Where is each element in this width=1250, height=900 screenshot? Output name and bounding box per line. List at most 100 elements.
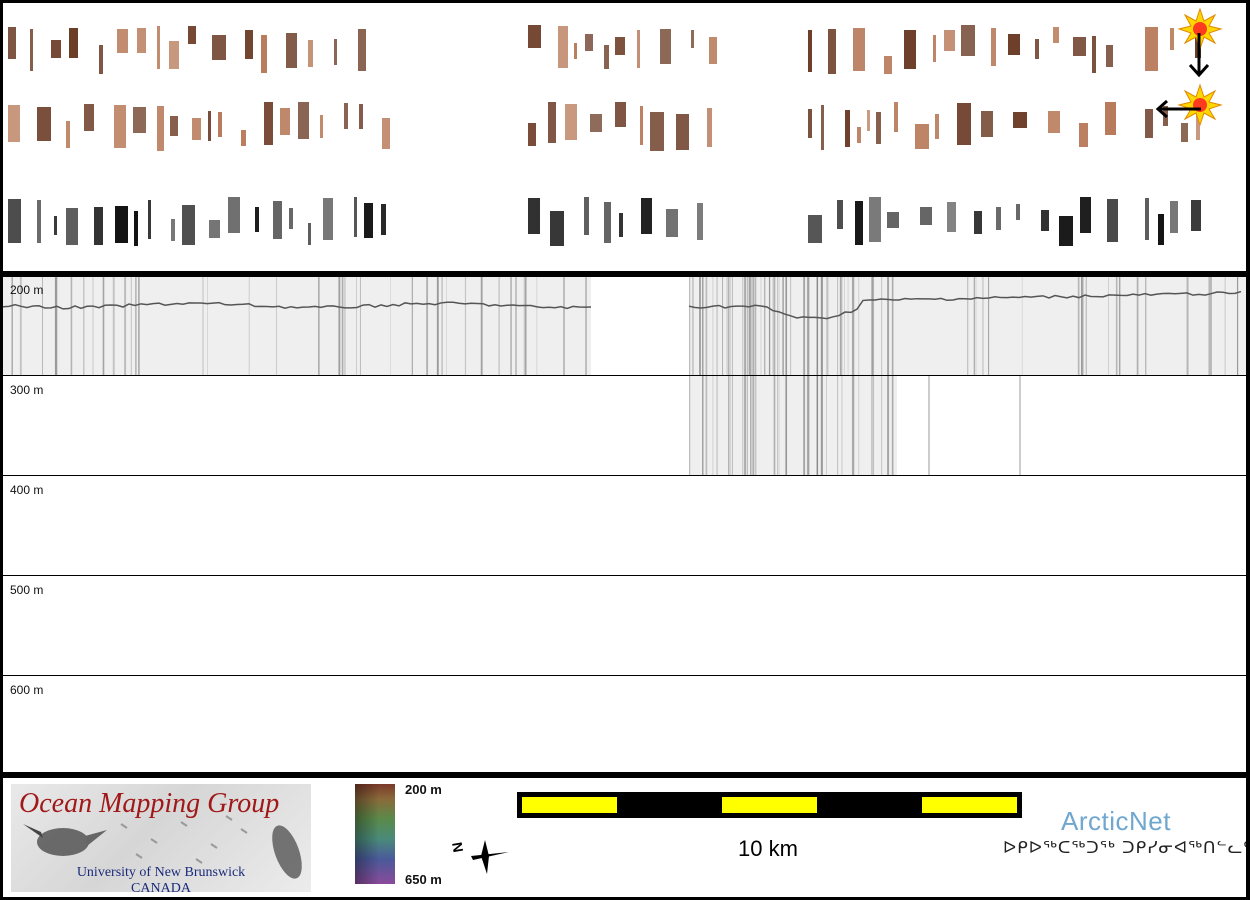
swath-strips-canvas [8, 25, 1201, 246]
arrow-left-icon [1155, 99, 1201, 119]
swath-strip [615, 102, 626, 127]
swath-strip [148, 200, 151, 239]
swath-strip [660, 29, 671, 64]
scale-bar [517, 792, 1022, 818]
swath-strip [904, 30, 916, 69]
depth-profile-panel: 200 m 300 m 400 m 500 m 600 m [3, 277, 1246, 772]
swath-strip [1145, 27, 1158, 71]
swath-strip [298, 102, 309, 139]
starburst-sun-icon [1177, 83, 1223, 127]
swath-strip [218, 112, 222, 137]
swath-strip [192, 118, 201, 140]
swath-strip [69, 28, 78, 58]
swath-strip [1105, 102, 1116, 135]
swath-strip [650, 112, 664, 151]
swath-strip [289, 208, 293, 229]
swath-strip [334, 39, 337, 65]
ocean-mapping-group-logo: Ocean Mapping Group University of New Br… [11, 784, 311, 892]
direction-markers [1155, 7, 1223, 127]
swath-strip [354, 197, 357, 237]
swath-strip [381, 204, 386, 235]
arcticnet-logo-text: ArcticNet [1061, 806, 1171, 836]
swath-strip [228, 197, 240, 233]
swath-strip [37, 107, 51, 141]
swath-strip [1170, 201, 1178, 233]
swath-strip [853, 28, 865, 71]
swath-strip [157, 106, 164, 151]
swath-strip [212, 35, 226, 60]
swath-strip [84, 104, 94, 131]
swath-strip [935, 114, 939, 139]
scale-segment [522, 797, 617, 813]
seafloor-line [3, 301, 592, 310]
swath-strip [117, 29, 128, 53]
swath-strips-panel [3, 3, 1246, 271]
swath-strip [867, 110, 870, 131]
swath-strip [157, 26, 160, 69]
swath-strip [604, 45, 609, 69]
swath-strip [323, 198, 333, 240]
swath-strip [666, 209, 678, 237]
swath-strip [1080, 197, 1091, 233]
swath-strip [691, 30, 694, 48]
swath-strip [1048, 111, 1060, 133]
swath-strip [615, 37, 625, 55]
swath-strip [364, 203, 373, 238]
swath-strip [957, 103, 971, 145]
profile-fill [689, 375, 897, 475]
swath-strip [280, 108, 290, 135]
swath-strip [637, 30, 640, 68]
swath-strip [1016, 204, 1020, 220]
swath-strip [845, 110, 850, 147]
swath-strip [558, 26, 568, 68]
swath-strip [286, 33, 297, 68]
swath-strip [565, 104, 577, 140]
swath-strip [245, 30, 253, 59]
swath-strip [1053, 27, 1059, 43]
swath-strip [308, 223, 311, 245]
swath-strip [344, 103, 348, 129]
swath-strip [133, 107, 146, 133]
swath-strip [828, 29, 836, 74]
swath-strip [933, 35, 936, 62]
swath-strip [208, 111, 211, 141]
swath-strip [54, 216, 57, 235]
logo-title: Ocean Mapping Group [19, 788, 280, 819]
depth-label-200: 200 m [10, 283, 44, 297]
depth-label-500: 500 m [10, 583, 44, 597]
swath-strip [171, 219, 175, 241]
swath-strip [30, 29, 33, 71]
swath-strip [808, 215, 822, 243]
swath-strip [837, 200, 843, 229]
swath-strip [66, 121, 70, 148]
swath-strip [1170, 28, 1174, 50]
swath-strip [273, 201, 282, 239]
swath-strip [855, 201, 863, 245]
swath-strip [996, 207, 1001, 230]
swath-strip [51, 40, 61, 58]
logo-university: University of New Brunswick [76, 865, 246, 880]
north-arrow-icon: N [451, 840, 509, 874]
swath-strip [884, 56, 892, 74]
colorbar-bottom-label: 650 m [405, 872, 442, 887]
swath-strip [604, 202, 611, 243]
north-letter: N [451, 841, 467, 854]
swath-strip [974, 211, 982, 234]
swath-strip [857, 127, 861, 143]
swath-strip [308, 40, 313, 67]
swath-strip [808, 30, 812, 72]
depth-profile-canvas [3, 277, 1246, 475]
swath-strip [1008, 34, 1020, 55]
swath-strip [574, 43, 577, 59]
swath-strip [585, 34, 593, 51]
swath-strip [1196, 107, 1200, 140]
profile-fill [3, 277, 591, 375]
legend-footer: Ocean Mapping Group University of New Br… [3, 778, 1246, 897]
swath-strip [209, 220, 220, 238]
swath-strip [869, 197, 881, 242]
arcticnet-inuktitut-text: ᐅᑭᐅᖅᑕᖅᑐᕐᒃ ᑐᑭᓯᓂᐊᖅᑎᓪᓚᑦ [1003, 838, 1246, 858]
swath-strip [137, 28, 146, 53]
swath-strip [1092, 36, 1096, 73]
swath-strip [182, 205, 195, 245]
swath-strip [709, 37, 717, 64]
